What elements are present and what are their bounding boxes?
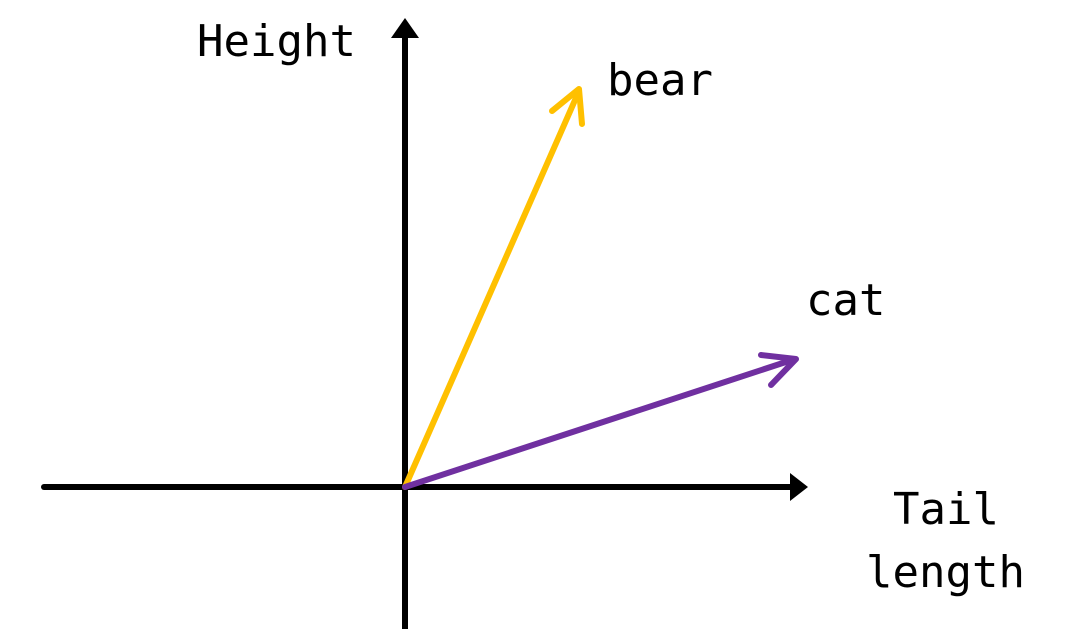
cat-vector-shaft (402, 356, 798, 490)
cat-label: cat (806, 275, 885, 326)
bear-vector (402, 86, 585, 490)
y-axis-label: Height (197, 16, 356, 67)
cat-vector-arrowhead (758, 352, 799, 388)
y-axis-arrowhead (391, 18, 419, 38)
bear-vector-arrowhead (549, 86, 585, 127)
bear-vector-shaft (402, 88, 582, 490)
bear-label: bear (607, 55, 713, 106)
x-axis-label-line2: length (866, 547, 1025, 598)
y-axis (391, 18, 419, 629)
x-axis (41, 473, 808, 501)
x-axis-arrowhead (790, 473, 808, 501)
cat-vector (402, 352, 799, 490)
x-axis-label-line1: Tail (893, 484, 999, 535)
